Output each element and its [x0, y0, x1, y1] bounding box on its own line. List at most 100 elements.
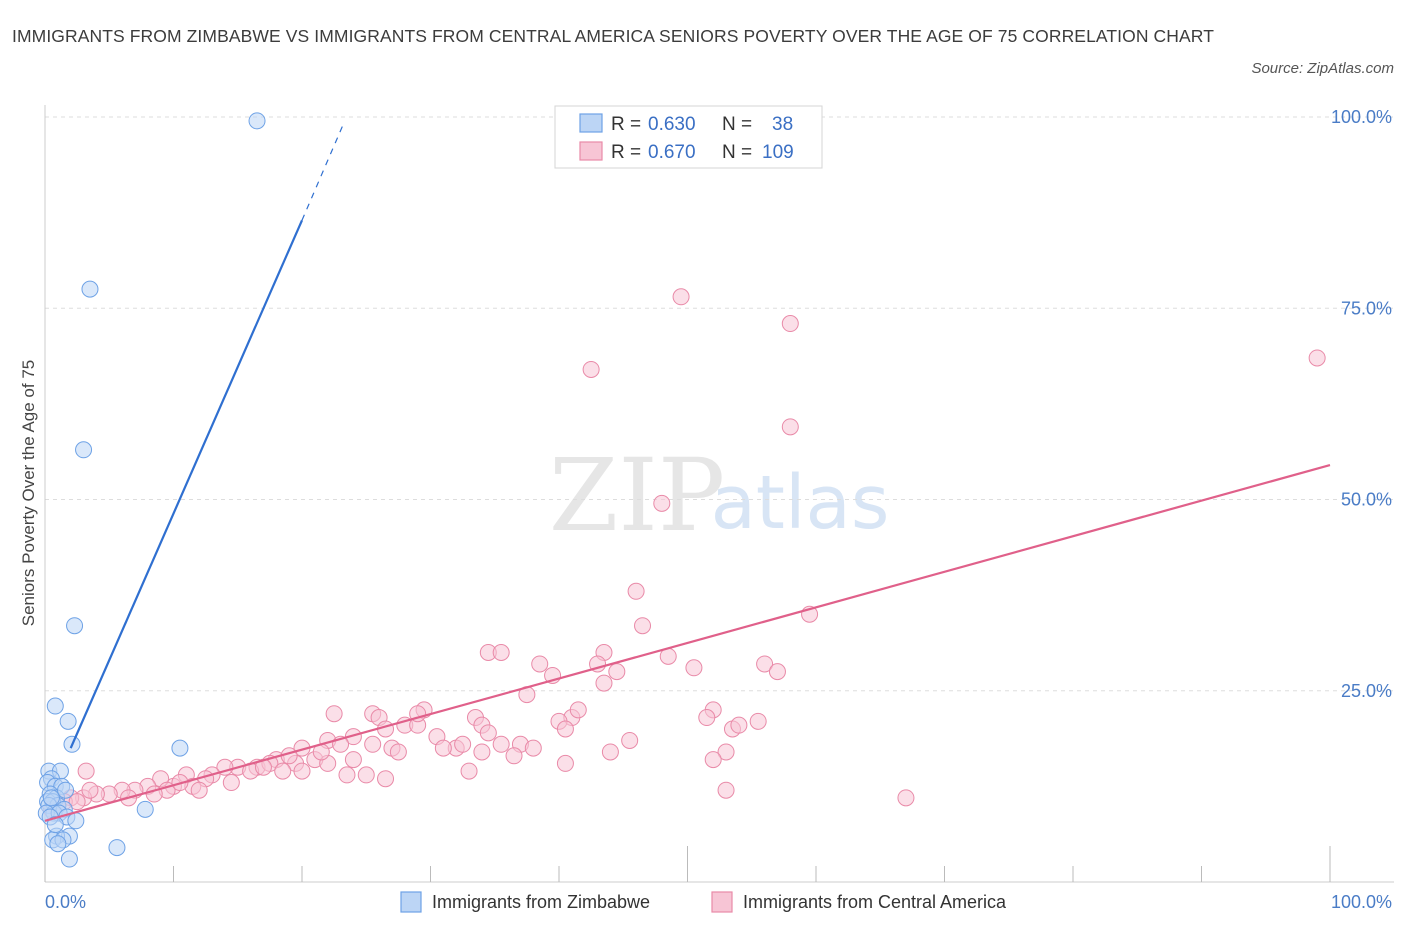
bottom-legend-label-central-america: Immigrants from Central America: [743, 892, 1007, 912]
point-central-america: [293, 762, 311, 780]
legend: R = 0.630 N = 38 R = 0.670 N = 109: [554, 105, 823, 169]
trend-line-central-america: [44, 464, 1331, 822]
series-zimbabwe: [37, 112, 266, 868]
point-central-america: [582, 360, 600, 378]
point-central-america: [556, 720, 574, 738]
legend-r-value-1: 0.630: [648, 114, 696, 135]
series-central-america: [42, 288, 1326, 818]
point-zimbabwe: [136, 800, 154, 818]
point-zimbabwe: [60, 850, 78, 868]
point-central-america: [672, 288, 690, 306]
point-central-america: [325, 705, 343, 723]
point-zimbabwe: [66, 617, 84, 635]
point-central-america: [524, 739, 542, 757]
point-central-america: [717, 743, 735, 761]
point-central-america: [621, 731, 639, 749]
point-central-america: [897, 789, 915, 807]
point-central-america: [569, 701, 587, 719]
point-central-america: [749, 712, 767, 730]
point-central-america: [222, 774, 240, 792]
point-central-america: [768, 663, 786, 681]
point-central-america: [717, 781, 735, 799]
x-tick-label: 100.0%: [1331, 892, 1392, 912]
legend-n-value-2: 109: [762, 142, 794, 163]
point-central-america: [781, 315, 799, 333]
point-central-america: [68, 793, 86, 811]
point-central-america: [685, 659, 703, 677]
bottom-legend-swatch-central-america: [711, 891, 733, 913]
point-central-america: [704, 751, 722, 769]
point-zimbabwe: [67, 812, 85, 830]
chart-title: IMMIGRANTS FROM ZIMBABWE VS IMMIGRANTS F…: [12, 26, 1215, 46]
point-central-america: [505, 747, 523, 765]
legend-n-value-1: 38: [772, 114, 793, 135]
point-central-america: [492, 735, 510, 753]
point-central-america: [627, 582, 645, 600]
point-central-america: [698, 709, 716, 727]
point-central-america: [653, 494, 671, 512]
point-central-america: [434, 739, 452, 757]
legend-r-value-2: 0.670: [648, 142, 696, 163]
point-central-america: [479, 724, 497, 742]
point-zimbabwe: [248, 112, 266, 130]
point-zimbabwe: [46, 816, 64, 834]
y-tick-label: 75.0%: [1341, 298, 1392, 318]
point-zimbabwe: [171, 739, 189, 757]
point-central-america: [377, 770, 395, 788]
y-tick-label: 25.0%: [1341, 681, 1392, 701]
point-zimbabwe: [46, 697, 64, 715]
point-central-america: [338, 766, 356, 784]
watermark-zip: ZIP: [549, 437, 725, 554]
y-tick-label: 50.0%: [1341, 490, 1392, 510]
legend-n-label-2: N =: [722, 142, 752, 163]
point-central-america: [608, 663, 626, 681]
point-central-america: [344, 751, 362, 769]
point-zimbabwe: [49, 835, 67, 853]
legend-r-label-2: R =: [611, 142, 641, 163]
point-central-america: [364, 735, 382, 753]
point-central-america: [1308, 349, 1326, 367]
point-zimbabwe: [108, 839, 126, 857]
point-central-america: [634, 617, 652, 635]
bottom-legend-label-zimbabwe: Immigrants from Zimbabwe: [432, 892, 650, 912]
point-central-america: [473, 743, 491, 761]
trend-line-zimbabwe: [69, 219, 304, 749]
point-central-america: [595, 674, 613, 692]
y-tick-label: 100.0%: [1331, 107, 1392, 127]
legend-swatch-zimbabwe: [579, 113, 603, 133]
point-central-america: [781, 418, 799, 436]
point-central-america: [531, 655, 549, 673]
point-central-america: [556, 754, 574, 772]
legend-n-label-1: N =: [722, 114, 752, 135]
point-central-america: [601, 743, 619, 761]
point-central-america: [730, 716, 748, 734]
trend-lines: [44, 124, 1331, 822]
point-central-america: [274, 762, 292, 780]
point-zimbabwe: [81, 280, 99, 298]
legend-swatch-central-america: [579, 141, 603, 161]
trend-line-zimbabwe-extension: [301, 124, 344, 221]
grid-lines: [45, 116, 1394, 692]
tick-labels: 25.0% 50.0% 75.0% 100.0% 0.0% 100.0%: [45, 107, 1392, 912]
watermark-atlas: atlas: [711, 460, 890, 546]
point-central-america: [357, 766, 375, 784]
bottom-legend: Immigrants from Zimbabwe Immigrants from…: [400, 891, 1007, 913]
point-central-america: [190, 781, 208, 799]
point-zimbabwe: [59, 712, 77, 730]
source-label: Source: ZipAtlas.com: [1251, 60, 1394, 77]
y-axis-label: Seniors Poverty Over the Age of 75: [19, 360, 38, 626]
point-central-america: [81, 781, 99, 799]
point-zimbabwe: [42, 789, 60, 807]
point-central-america: [756, 655, 774, 673]
point-central-america: [389, 743, 407, 761]
point-central-america: [454, 735, 472, 753]
axes: [44, 105, 1394, 883]
point-zimbabwe: [57, 781, 75, 799]
point-central-america: [77, 762, 95, 780]
point-central-america: [460, 762, 478, 780]
bottom-legend-swatch-zimbabwe: [400, 891, 422, 913]
point-central-america: [492, 644, 510, 661]
x-tick-label: 0.0%: [45, 892, 86, 912]
point-zimbabwe: [75, 441, 93, 459]
